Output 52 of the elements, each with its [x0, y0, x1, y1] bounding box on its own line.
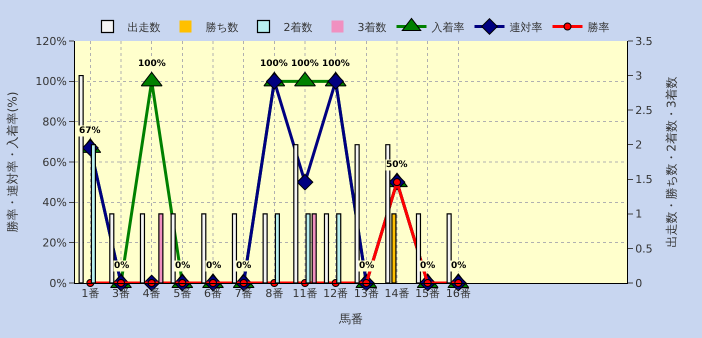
- x-tick-label: 4番: [142, 287, 161, 300]
- x-tick-label: 3番: [112, 287, 130, 300]
- y2-tick-label: 0: [635, 276, 642, 290]
- legend-label: 勝率: [588, 20, 610, 34]
- y2-tick-label: 0.5: [635, 242, 653, 256]
- x-tick-label: 15番: [415, 287, 440, 300]
- data-label: 0%: [175, 261, 190, 271]
- y-tick-label: 20%: [42, 236, 67, 250]
- data-label: 0%: [114, 261, 130, 271]
- x-tick-label: 1番: [81, 287, 100, 300]
- y-tick-label: 80%: [42, 116, 67, 129]
- x-tick-label: 8番: [265, 287, 284, 300]
- point: [296, 174, 314, 190]
- y2-tick-label: 1.5: [635, 173, 653, 186]
- y-axis-title: 勝率・連対率・入着率(%): [6, 92, 20, 232]
- data-label: 0%: [236, 261, 252, 271]
- data-label: 50%: [386, 160, 408, 170]
- x-tick-label: 14番: [384, 287, 410, 300]
- legend-label: 2着数: [284, 20, 312, 34]
- x-tick-label: 13番: [354, 287, 379, 300]
- x-tick-label: 7番: [234, 287, 253, 300]
- data-label: 100%: [322, 59, 350, 69]
- data-label: 0%: [420, 261, 436, 271]
- data-label: 0%: [359, 261, 374, 271]
- y-tick-label: 60%: [42, 156, 67, 169]
- data-label: 67%: [79, 126, 101, 136]
- legend-label: 勝ち数: [206, 20, 238, 34]
- x-tick-label: 6番: [204, 287, 222, 300]
- legend-label: 連対率: [510, 20, 542, 34]
- data-label: 100%: [138, 59, 166, 69]
- x-axis-title: 馬番: [338, 312, 363, 326]
- y2-tick-label: 2.5: [635, 104, 653, 117]
- x-tick-label: 11番: [292, 287, 318, 300]
- y-tick-label: 120%: [35, 34, 67, 48]
- y2-axis-title: 出走数・勝ち数・2着数・3着数: [664, 76, 679, 248]
- data-label: 100%: [291, 59, 319, 69]
- y-tick-label: 0%: [49, 276, 67, 290]
- y-tick-label: 40%: [42, 196, 67, 210]
- y2-tick-label: 3: [635, 69, 642, 82]
- x-tick-label: 12番: [323, 287, 348, 300]
- data-label: 0%: [206, 261, 222, 271]
- y2-tick-label: 2: [635, 138, 642, 152]
- x-tick-label: 5番: [173, 287, 192, 300]
- y2-tick-label: 1: [635, 208, 642, 221]
- y-tick-label: 100%: [35, 75, 67, 88]
- legend-label: 入着率: [432, 20, 464, 34]
- y2-tick-label: 3.5: [635, 34, 653, 48]
- x-tick-label: 16番: [446, 287, 471, 300]
- data-label: 100%: [260, 59, 288, 69]
- legend-label: 出走数: [128, 20, 160, 34]
- data-label: 0%: [451, 261, 466, 271]
- legend-label: 3着数: [358, 20, 386, 34]
